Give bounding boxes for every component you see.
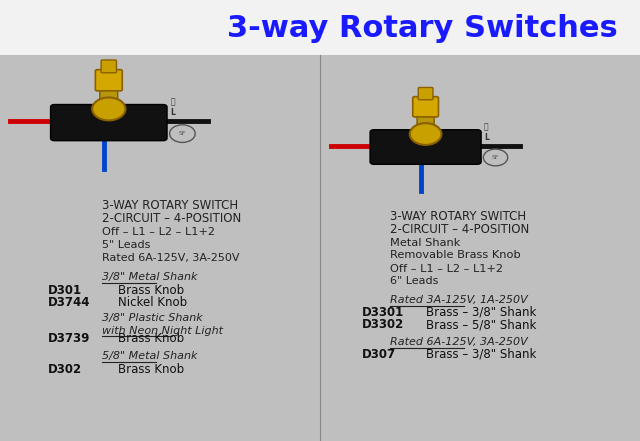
Text: Rated 3A-125V, 1A-250V: Rated 3A-125V, 1A-250V: [390, 295, 528, 305]
Text: D3739: D3739: [48, 332, 90, 345]
Text: Removable Brass Knob: Removable Brass Knob: [390, 250, 521, 260]
Text: 6" Leads: 6" Leads: [390, 277, 439, 286]
Circle shape: [92, 97, 125, 120]
Text: with Neon Night Light: with Neon Night Light: [102, 326, 223, 336]
Text: 2-CIRCUIT – 4-POSITION: 2-CIRCUIT – 4-POSITION: [390, 223, 530, 236]
FancyBboxPatch shape: [417, 99, 434, 132]
Text: 3-WAY ROTARY SWITCH: 3-WAY ROTARY SWITCH: [102, 198, 239, 212]
Text: 2-CIRCUIT – 4-POSITION: 2-CIRCUIT – 4-POSITION: [102, 212, 242, 225]
Bar: [0, 0, 640, 55]
Text: Metal Shank: Metal Shank: [390, 238, 461, 247]
FancyBboxPatch shape: [101, 60, 116, 73]
FancyBboxPatch shape: [51, 105, 167, 141]
Text: D307: D307: [362, 348, 396, 361]
Text: Brass Knob: Brass Knob: [118, 363, 184, 376]
FancyBboxPatch shape: [419, 87, 433, 100]
Text: Ⓡ
L: Ⓡ L: [484, 123, 489, 142]
Text: 3-way Rotary Switches: 3-way Rotary Switches: [227, 14, 618, 43]
Text: Off – L1 – L2 – L1+2: Off – L1 – L2 – L1+2: [390, 264, 504, 273]
Text: SF: SF: [492, 155, 499, 160]
Text: Brass – 3/8" Shank: Brass – 3/8" Shank: [426, 348, 536, 361]
Text: D301: D301: [48, 284, 82, 297]
Text: 5/8" Metal Shank: 5/8" Metal Shank: [102, 351, 198, 361]
Text: D302: D302: [48, 363, 82, 376]
Text: SF: SF: [179, 131, 186, 136]
Text: Rated 6A-125V, 3A-250V: Rated 6A-125V, 3A-250V: [102, 253, 240, 263]
Text: D3301: D3301: [362, 306, 404, 319]
Text: Nickel Knob: Nickel Knob: [118, 296, 188, 309]
Text: D3302: D3302: [362, 318, 404, 331]
Text: 3/8" Metal Shank: 3/8" Metal Shank: [102, 272, 198, 282]
Text: D3744: D3744: [48, 296, 90, 309]
Text: Ⓡ
L: Ⓡ L: [170, 97, 175, 117]
FancyBboxPatch shape: [95, 70, 122, 91]
FancyBboxPatch shape: [370, 130, 481, 164]
Text: Off – L1 – L2 – L1+2: Off – L1 – L2 – L1+2: [102, 227, 216, 237]
Text: Brass Knob: Brass Knob: [118, 332, 184, 345]
Text: 3/8" Plastic Shank: 3/8" Plastic Shank: [102, 314, 203, 323]
Text: 5" Leads: 5" Leads: [102, 240, 151, 250]
FancyBboxPatch shape: [413, 97, 438, 117]
Circle shape: [410, 123, 442, 145]
Text: Brass – 5/8" Shank: Brass – 5/8" Shank: [426, 318, 536, 331]
Text: 3-WAY ROTARY SWITCH: 3-WAY ROTARY SWITCH: [390, 209, 527, 223]
Text: Brass Knob: Brass Knob: [118, 284, 184, 297]
FancyBboxPatch shape: [100, 72, 118, 107]
Text: Rated 6A-125V, 3A-250V: Rated 6A-125V, 3A-250V: [390, 337, 528, 347]
Text: Brass – 3/8" Shank: Brass – 3/8" Shank: [426, 306, 536, 319]
